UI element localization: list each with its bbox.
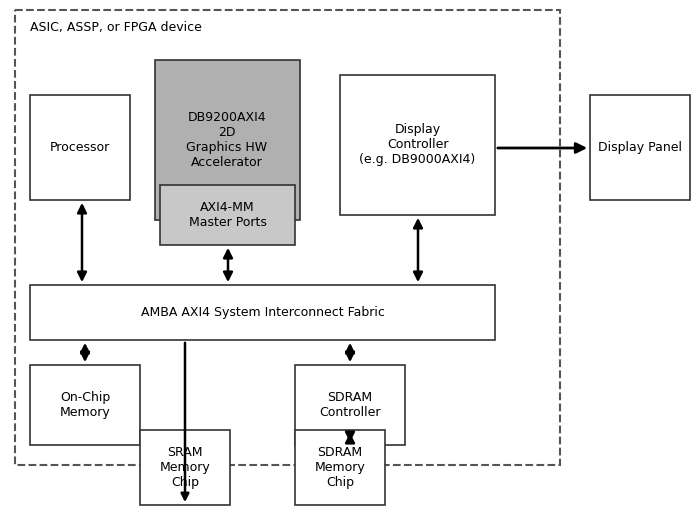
Bar <box>340 75 495 215</box>
Bar <box>30 95 130 200</box>
Bar <box>295 365 405 445</box>
Text: SRAM
Memory
Chip: SRAM Memory Chip <box>160 446 211 489</box>
Bar <box>30 365 140 445</box>
Text: Display Panel: Display Panel <box>598 141 682 154</box>
Bar <box>590 95 690 200</box>
Text: SDRAM
Memory
Chip: SDRAM Memory Chip <box>314 446 365 489</box>
Text: ASIC, ASSP, or FPGA device: ASIC, ASSP, or FPGA device <box>30 21 202 34</box>
Bar <box>160 185 295 245</box>
Text: DB9200AXI4
2D
Graphics HW
Accelerator: DB9200AXI4 2D Graphics HW Accelerator <box>186 111 267 169</box>
Text: Processor: Processor <box>50 141 110 154</box>
Text: SDRAM
Controller: SDRAM Controller <box>319 391 381 419</box>
Text: On-Chip
Memory: On-Chip Memory <box>60 391 111 419</box>
Text: AMBA AXI4 System Interconnect Fabric: AMBA AXI4 System Interconnect Fabric <box>141 306 384 319</box>
Bar <box>140 430 230 505</box>
Bar <box>155 60 300 220</box>
Bar <box>15 10 560 465</box>
Bar <box>30 285 495 340</box>
Bar <box>295 430 385 505</box>
Text: AXI4-MM
Master Ports: AXI4-MM Master Ports <box>188 201 267 229</box>
Text: Display
Controller
(e.g. DB9000AXI4): Display Controller (e.g. DB9000AXI4) <box>359 124 475 167</box>
